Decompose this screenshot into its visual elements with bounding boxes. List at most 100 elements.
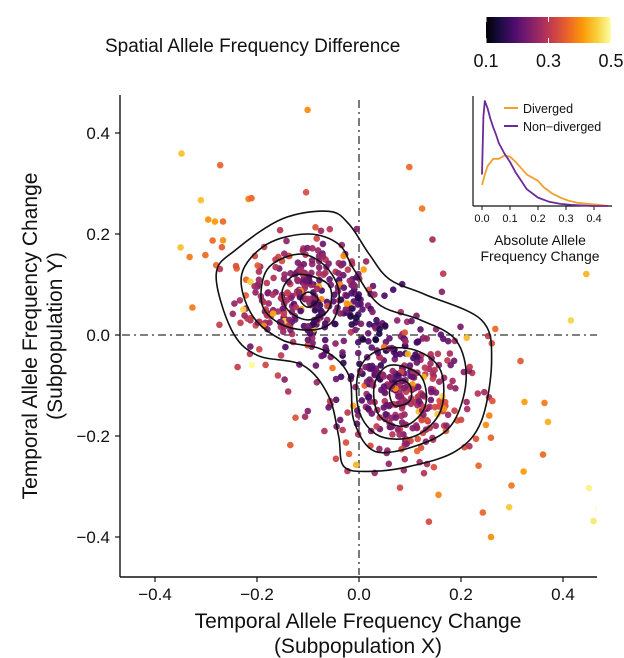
data-point (284, 388, 292, 395)
contour-line (240, 233, 468, 454)
data-point (451, 407, 458, 415)
colorbar-legend: Spatial Allele Frequency Difference 0.1 0… (105, 17, 624, 71)
data-point (541, 399, 548, 407)
data-point (463, 334, 471, 342)
data-point (211, 218, 219, 225)
data-point (428, 388, 435, 396)
data-point (308, 257, 316, 264)
data-point (252, 289, 259, 296)
data-point (413, 354, 421, 361)
data-point (380, 388, 388, 395)
x-tick-label: 0.0 (347, 585, 371, 604)
data-point (315, 270, 323, 277)
data-point (413, 359, 421, 366)
data-point (426, 403, 433, 411)
data-point (269, 310, 277, 317)
y-axis-label-line2: (Subpopulation Y) (44, 252, 67, 420)
data-point (371, 291, 378, 298)
data-point (387, 374, 394, 381)
data-point (364, 394, 372, 401)
data-point (401, 329, 409, 336)
data-point (339, 426, 346, 434)
colorbar-ticks: 0.1 0.3 0.5 (473, 17, 624, 71)
data-point (312, 224, 319, 231)
data-point (452, 385, 459, 392)
data-point (368, 362, 376, 370)
data-point (409, 373, 416, 381)
data-point (248, 194, 255, 202)
data-point (380, 383, 388, 390)
y-tick-label: 0.2 (86, 225, 110, 244)
data-point (425, 518, 433, 525)
data-point (336, 310, 344, 317)
data-point (482, 421, 490, 429)
data-point (202, 251, 209, 259)
y-axis-ticks: −0.4 −0.2 0.0 0.2 0.4 (76, 124, 120, 547)
data-point (317, 227, 325, 235)
inset-curve-diverged (481, 154, 609, 207)
data-point (381, 292, 388, 300)
data-point (359, 306, 366, 313)
data-point (423, 335, 431, 342)
data-point (294, 259, 302, 267)
data-point (186, 253, 193, 261)
inset-x-tick-label: 0.4 (586, 213, 601, 225)
data-point (396, 484, 404, 492)
data-point (517, 357, 524, 365)
data-point (368, 344, 376, 351)
data-point (326, 276, 333, 283)
colorbar-tick-label: 0.3 (536, 51, 561, 71)
data-point (291, 316, 299, 323)
data-point (283, 297, 291, 304)
data-point (344, 409, 351, 416)
data-point (269, 291, 277, 299)
data-point (357, 320, 365, 328)
data-point (444, 411, 452, 419)
data-point (463, 405, 471, 413)
inset-curve-non-diverged (481, 100, 608, 207)
data-point (352, 326, 359, 334)
data-point (301, 413, 309, 421)
data-point (520, 468, 527, 475)
data-point (197, 196, 205, 204)
data-point (236, 297, 244, 304)
data-point (396, 431, 403, 439)
data-point (358, 397, 366, 404)
data-point (321, 336, 329, 344)
data-point (585, 484, 593, 492)
data-point (583, 270, 590, 278)
x-tick-label: −0.2 (240, 585, 274, 604)
data-point (347, 313, 354, 320)
data-point (80, 169, 87, 176)
data-point (472, 435, 480, 443)
reference-lines (122, 100, 597, 575)
data-point (487, 434, 495, 442)
y-tick-label: −0.2 (76, 427, 110, 446)
density-contours (215, 210, 493, 473)
data-point (385, 402, 393, 410)
data-point (247, 278, 254, 286)
data-point (315, 264, 323, 271)
data-point (421, 364, 429, 372)
data-point (430, 463, 438, 471)
colorbar-tick-label: 0.5 (598, 51, 623, 71)
data-point (419, 392, 427, 399)
data-point (360, 266, 368, 273)
data-point (281, 250, 288, 257)
data-point (274, 372, 282, 379)
inset-x-tick-label: 0.1 (502, 213, 517, 225)
data-point (429, 370, 437, 377)
data-point (255, 268, 263, 276)
data-point (264, 326, 271, 333)
data-point (406, 163, 413, 171)
data-point (364, 405, 372, 412)
data-point (393, 317, 401, 324)
x-axis-ticks: −0.4 −0.2 0.0 0.2 0.4 (138, 577, 575, 604)
data-point (177, 244, 184, 251)
data-point (369, 308, 376, 316)
data-point (352, 461, 360, 469)
data-point (348, 321, 356, 328)
contour-line (281, 273, 333, 321)
data-point (466, 363, 474, 371)
